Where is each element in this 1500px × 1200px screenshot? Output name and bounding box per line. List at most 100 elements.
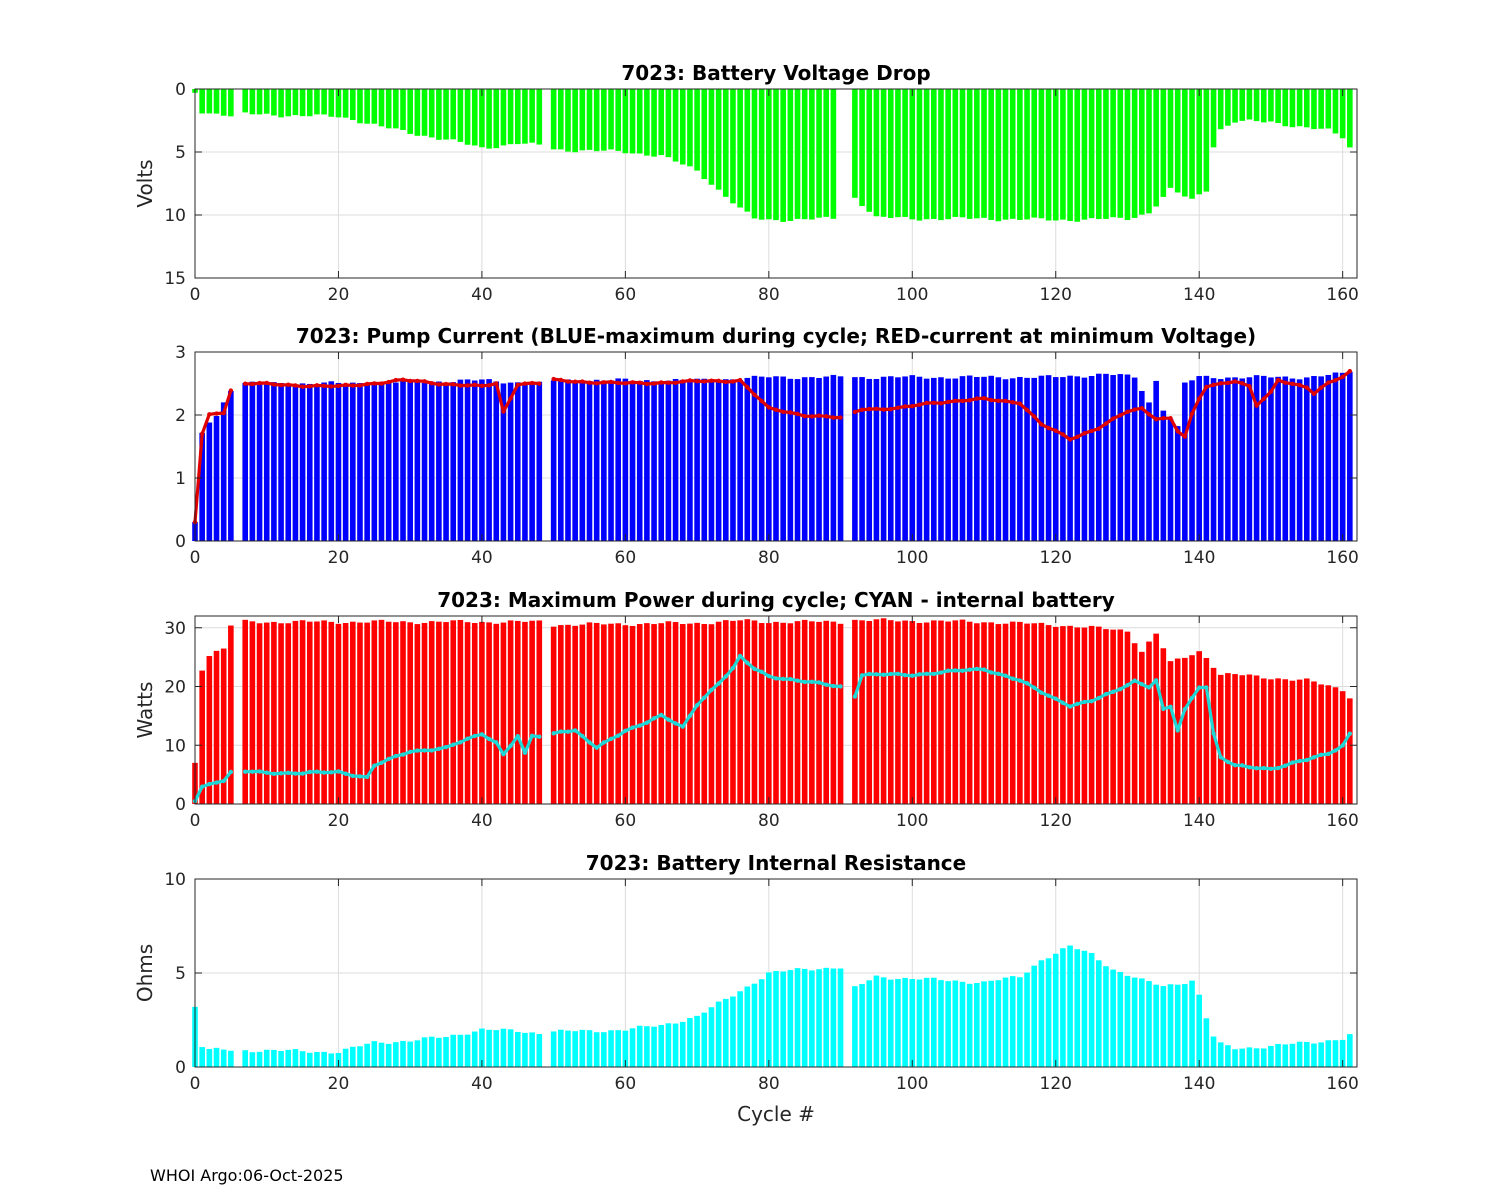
pump-current-bar bbox=[780, 376, 786, 541]
pump-current-bar bbox=[644, 380, 650, 541]
pump-current-bar bbox=[292, 384, 299, 541]
pump-current-bar bbox=[342, 383, 349, 541]
internal-resistance-bar bbox=[443, 1037, 449, 1067]
internal-resistance-bar bbox=[1311, 1043, 1317, 1067]
pump-current-bar bbox=[1174, 426, 1181, 541]
voltage-drop-bar bbox=[959, 89, 966, 218]
pump-current-series-point bbox=[1275, 377, 1281, 383]
pump-current-series-point bbox=[364, 381, 370, 387]
pump-current-bar bbox=[263, 383, 270, 541]
max-power-series-point bbox=[415, 748, 420, 753]
max-power-series-point bbox=[637, 723, 642, 728]
internal-resistance-bar bbox=[1045, 958, 1052, 1067]
max-power-bar bbox=[923, 622, 930, 804]
max-power-series-point bbox=[988, 670, 994, 675]
pump-current-xtick-label: 100 bbox=[896, 548, 928, 568]
internal-resistance-bar bbox=[306, 1052, 313, 1067]
max-power-series-point bbox=[1318, 752, 1324, 757]
pump-current-bar bbox=[242, 382, 249, 541]
max-power-bar bbox=[529, 620, 535, 804]
max-power-series-point bbox=[1275, 765, 1281, 771]
max-power-series-point bbox=[558, 729, 564, 734]
internal-resistance-bar bbox=[529, 1032, 535, 1067]
pump-current-bar bbox=[1067, 375, 1073, 541]
internal-resistance-bar bbox=[1232, 1049, 1238, 1067]
max-power-series-point bbox=[1103, 691, 1109, 697]
internal-resistance-bar bbox=[1110, 969, 1116, 1067]
pump-current-series-point bbox=[659, 380, 664, 385]
internal-resistance-bar bbox=[916, 979, 923, 1067]
pump-current-bar bbox=[708, 380, 715, 541]
voltage-drop-axes-box bbox=[194, 88, 1358, 279]
max-power-bar bbox=[859, 620, 865, 804]
max-power-bar bbox=[292, 620, 299, 804]
internal-resistance-bar bbox=[242, 1050, 249, 1067]
internal-resistance-bar bbox=[292, 1049, 299, 1067]
internal-resistance-bar bbox=[421, 1037, 428, 1067]
internal-resistance-bar bbox=[278, 1050, 284, 1067]
internal-resistance-bar bbox=[959, 981, 966, 1067]
pump-current-bar bbox=[981, 376, 987, 541]
pump-current-series-point bbox=[1017, 401, 1023, 406]
pump-current-bar bbox=[306, 383, 313, 541]
voltage-drop-bar bbox=[206, 89, 213, 114]
max-power-xtick-label: 60 bbox=[615, 811, 637, 831]
pump-current-bar bbox=[931, 377, 937, 541]
pump-current-series-point bbox=[637, 380, 642, 385]
voltage-drop-bar bbox=[213, 89, 220, 114]
max-power-series-point bbox=[910, 673, 915, 678]
max-power-series-point bbox=[515, 733, 520, 739]
max-power-bar bbox=[228, 625, 234, 804]
voltage-drop-bar bbox=[923, 89, 930, 220]
max-power-bar bbox=[615, 623, 621, 804]
pump-current-series-point bbox=[1290, 381, 1295, 387]
pump-current-bar bbox=[945, 378, 951, 541]
internal-resistance-xtick-label: 140 bbox=[1183, 1074, 1215, 1094]
pump-current-series-point bbox=[1003, 398, 1008, 404]
internal-resistance-bar bbox=[722, 998, 729, 1067]
max-power-bar bbox=[887, 620, 894, 804]
pump-current-series-point bbox=[243, 381, 248, 386]
pump-current-series-point bbox=[816, 413, 822, 418]
pump-current-series-point bbox=[737, 377, 743, 383]
max-power-bar bbox=[730, 620, 736, 804]
max-power-series-point bbox=[1089, 698, 1094, 704]
max-power-series-point bbox=[709, 687, 714, 693]
internal-resistance-bar bbox=[428, 1036, 435, 1067]
max-power-bar bbox=[852, 619, 858, 804]
pump-current-bar bbox=[1139, 390, 1145, 541]
pump-current-title: 7023: Pump Current (BLUE-maximum during … bbox=[296, 324, 1256, 348]
max-power-bar bbox=[278, 623, 284, 804]
max-power-series-point bbox=[207, 781, 212, 787]
max-power-xtick-label: 40 bbox=[471, 811, 493, 831]
voltage-drop-bar bbox=[730, 89, 736, 204]
internal-resistance-xtick-label: 120 bbox=[1040, 1074, 1072, 1094]
max-power-series-point bbox=[1096, 695, 1101, 701]
pump-current-series-point bbox=[1067, 437, 1073, 442]
pump-current-bar bbox=[558, 380, 564, 541]
max-power-series-point bbox=[372, 763, 377, 768]
pump-current-bar bbox=[1325, 374, 1332, 541]
max-power-bar bbox=[1117, 629, 1124, 804]
pump-current-bar bbox=[679, 379, 686, 541]
max-power-bar bbox=[916, 623, 923, 804]
internal-resistance-bar bbox=[1002, 977, 1009, 1067]
internal-resistance-bar bbox=[837, 968, 844, 1067]
max-power-series-point bbox=[343, 771, 348, 776]
pump-current-series-point bbox=[386, 379, 391, 385]
voltage-drop-bar bbox=[1210, 89, 1217, 148]
voltage-drop-bar bbox=[1182, 89, 1188, 197]
max-power-xtick-label: 160 bbox=[1326, 811, 1358, 831]
internal-resistance-bar bbox=[206, 1049, 213, 1067]
internal-resistance-bar bbox=[342, 1048, 349, 1067]
pump-current-series-point bbox=[1010, 400, 1015, 405]
pump-current-bar bbox=[220, 402, 227, 541]
voltage-drop-bar bbox=[1009, 89, 1016, 219]
max-power-series-point bbox=[1290, 760, 1295, 765]
pump-current-bars bbox=[192, 371, 1353, 541]
max-power-series-point bbox=[479, 732, 485, 737]
voltage-drop-bar bbox=[1332, 89, 1339, 134]
max-power-bar bbox=[1103, 629, 1109, 804]
max-power-series-point bbox=[465, 736, 470, 741]
pump-current-bar bbox=[1332, 372, 1339, 541]
